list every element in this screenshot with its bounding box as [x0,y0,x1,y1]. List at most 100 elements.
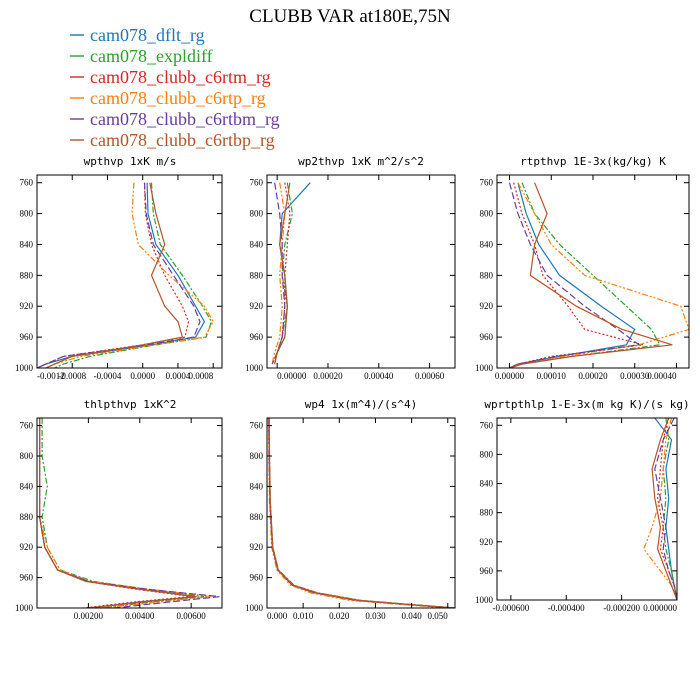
y-tick-label: 920 [480,537,494,547]
y-tick-label: 840 [250,481,264,491]
y-tick-label: 920 [20,301,34,311]
x-tick-label: 0.00200 [74,611,104,621]
figure-title: CLUBB VAR at180E,75N [249,6,451,27]
legend-entry: cam078_clubb_c6rtp_rg [70,88,266,108]
y-tick-label: 800 [250,209,264,219]
chart-panel: wpthvp 1xK m/s7608008408809209601000-0.0… [15,155,223,381]
legend-entry: cam078_clubb_c6rtbm_rg [70,109,280,129]
series-line [38,418,212,608]
y-tick-label: 840 [480,479,494,489]
y-tick-label: 1000 [15,603,34,613]
plot-frame [36,417,223,609]
series-line [37,182,190,368]
y-tick-label: 880 [250,512,264,522]
panel-title: wp4 1x(m^4)/(s^4) [305,398,418,411]
x-tick-label: -0.000400 [548,603,585,613]
y-tick-label: 960 [20,573,34,583]
x-tick-label: 0.0004 [166,371,191,381]
series-group [38,418,220,608]
y-tick-label: 840 [250,239,264,249]
plot-frame [496,417,678,601]
legend-label: cam078_expldiff [90,46,213,66]
y-tick-label: 920 [250,542,264,552]
x-tick-label: 0.020 [329,611,350,621]
legend-entry: cam078_clubb_c6rtbp_rg [70,130,275,150]
x-tick-label: 0.000000 [643,603,677,613]
series-line [37,182,206,368]
series-line [45,182,184,368]
series-line [268,418,455,608]
x-tick-label: -0.000200 [603,603,640,613]
x-tick-label: 0.00030 [620,371,650,381]
chart-panel: rtpthvp 1E-3x(kg/kg) K 760 800 840 880 920 960… [475,155,690,381]
y-tick-label: 840 [20,481,34,491]
y-tick-label: 960 [20,332,34,342]
x-tick-label: 0.0000 [130,371,155,381]
chart-panel: thlpthvp 1xK^2 760 800 840 880 920 960 1000 0.00… [15,398,223,621]
y-tick-label: 960 [250,573,264,583]
x-tick-label: 0.030 [365,611,386,621]
legend-entry: cam078_expldiff [70,46,213,66]
x-tick-label: 0.00040 [364,371,394,381]
series-line [274,182,291,365]
legend-label: cam078_clubb_c6rtbm_rg [90,109,280,129]
legend-label: cam078_clubb_c6rtbp_rg [90,130,275,150]
y-tick-label: 880 [480,508,494,518]
legend-label: cam078_clubb_c6rtp_rg [90,88,266,108]
y-tick-label: 800 [20,209,34,219]
x-tick-label: -0.0004 [94,371,122,381]
series-group [271,182,311,365]
legend-label: cam078_clubb_c6rtm_rg [90,67,271,87]
series-line [271,182,286,365]
panel-title: rtpthvp 1E-3x(kg/kg) K [520,155,666,168]
legend-entry: cam078_dflt_rg [70,25,205,45]
x-tick-label: 0.00040 [647,371,677,381]
x-tick-label: -0.000600 [492,603,529,613]
legend: cam078_dflt_rgcam078_expldiffcam078_club… [70,25,280,150]
chart-panel: wprtpthlp 1-E-3x(m kg K)/(s kg) 760 800 840… [475,398,690,613]
y-tick-label: 880 [20,512,34,522]
series-line [662,418,677,600]
panel-title: thlpthvp 1xK^2 [84,398,177,411]
x-tick-label: 0.050 [428,611,449,621]
y-tick-label: 840 [480,239,494,249]
y-tick-label: 840 [20,239,34,249]
y-tick-label: 800 [250,451,264,461]
y-tick-label: 760 [480,178,494,188]
series-line [509,182,689,368]
x-tick-label: 0.00010 [537,371,567,381]
x-tick-label: 0.010 [293,611,314,621]
x-tick-label: 0.00000 [277,371,307,381]
y-tick-label: 920 [250,301,264,311]
y-tick-label: 760 [20,421,34,431]
x-tick-label: 0.00020 [313,371,343,381]
y-tick-label: 960 [250,332,264,342]
x-tick-label: 0.00400 [125,611,155,621]
y-tick-label: 1000 [15,363,34,373]
y-tick-label: 760 [20,178,34,188]
series-line [643,418,677,600]
panel-title: wpthvp 1xK m/s [84,155,177,168]
series-group [267,418,455,608]
y-tick-label: 760 [480,420,494,430]
series-line [654,418,677,600]
series-line [651,418,677,600]
y-tick-label: 880 [250,270,264,280]
panels: wpthvp 1xK m/s 760 800 840 880 920 960 1000 -0.0… [15,155,690,621]
series-line [509,182,673,368]
y-tick-label: 880 [480,270,494,280]
legend-label: cam078_dflt_rg [90,25,205,45]
y-tick-label: 960 [480,566,494,576]
x-tick-label: 0.00000 [495,371,525,381]
x-tick-label: 0.040 [401,611,422,621]
series-line [54,182,213,368]
legend-entry: cam078_clubb_c6rtm_rg [70,67,271,87]
y-tick-label: 960 [480,332,494,342]
x-tick-label: 0.00600 [177,611,207,621]
plot-frame [36,174,223,369]
plot-frame [266,174,456,369]
y-tick-label: 1000 [245,603,264,613]
x-tick-label: 0.00020 [578,371,608,381]
y-tick-label: 760 [250,178,264,188]
